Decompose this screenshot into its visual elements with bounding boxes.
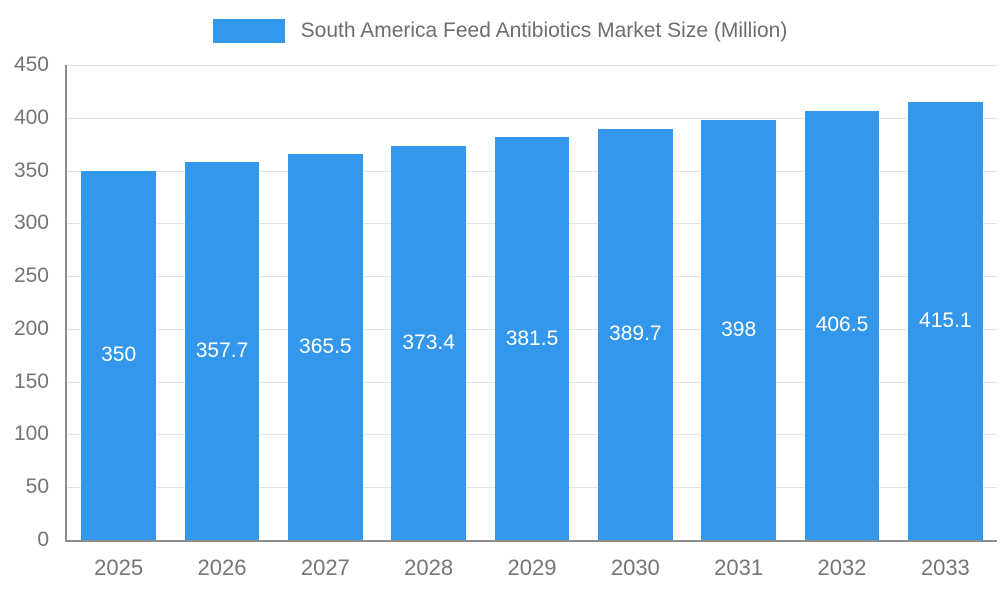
bar: 381.5: [494, 137, 570, 540]
x-tick-label: 2031: [714, 555, 764, 580]
gridline: [67, 117, 997, 119]
bar: 373.4: [391, 145, 466, 540]
bar: 357.7: [184, 162, 260, 540]
bar-value-label: 415.1: [919, 308, 972, 332]
bar-value-label: 365.5: [299, 335, 352, 359]
bar: 365.5: [288, 154, 363, 540]
y-tick-label: 100: [13, 422, 49, 446]
y-tick-label: 200: [13, 316, 49, 340]
bar-value-label: 373.4: [402, 330, 455, 354]
x-tick-label: 2029: [507, 555, 557, 580]
bar: 398: [701, 119, 776, 540]
bar: 389.7: [598, 128, 673, 540]
x-tick-label: 2033: [920, 555, 970, 580]
y-axis: 0 50 100 150 200 250 300 350 400 450: [0, 53, 55, 551]
gridline: [67, 65, 997, 66]
x-tick-label: 2028: [404, 555, 454, 580]
plot-area: 350 357.7 365.5 373.4 381.5 389.7 398 406.5 415.…: [65, 65, 997, 542]
bar: 406.5: [804, 110, 880, 540]
x-tick-label: 2027: [300, 555, 350, 580]
x-tick-label: 2030: [610, 555, 660, 580]
bar: 415.1: [908, 101, 983, 540]
y-tick-label: 450: [13, 53, 49, 76]
y-tick-label: 400: [13, 105, 49, 129]
x-axis: 2025 2026 2027 2028 2029 2030 2031 2032 2033: [67, 555, 997, 589]
y-tick-label: 250: [13, 264, 49, 288]
chart-title: South America Feed Antibiotics Market Si…: [300, 19, 788, 42]
bar-value-label: 350: [101, 343, 137, 367]
bar-value-label: 398: [721, 317, 757, 341]
y-tick-label: 0: [37, 528, 49, 551]
bar-value-label: 406.5: [815, 313, 869, 337]
bar-value-label: 381.5: [505, 326, 559, 350]
legend-swatch: [212, 19, 285, 43]
bar-value-label: 357.7: [195, 339, 249, 363]
y-tick-label: 150: [13, 369, 49, 393]
y-tick-label: 350: [13, 158, 49, 182]
x-tick-label: 2026: [197, 555, 247, 580]
y-tick-label: 50: [25, 475, 49, 499]
x-tick-label: 2032: [817, 555, 867, 580]
x-tick-label: 2025: [94, 555, 144, 580]
chart-legend: South America Feed Antibiotics Market Si…: [0, 16, 1000, 46]
bar: 350: [81, 170, 156, 540]
bar-value-label: 389.7: [609, 322, 662, 346]
y-tick-label: 300: [13, 211, 49, 235]
